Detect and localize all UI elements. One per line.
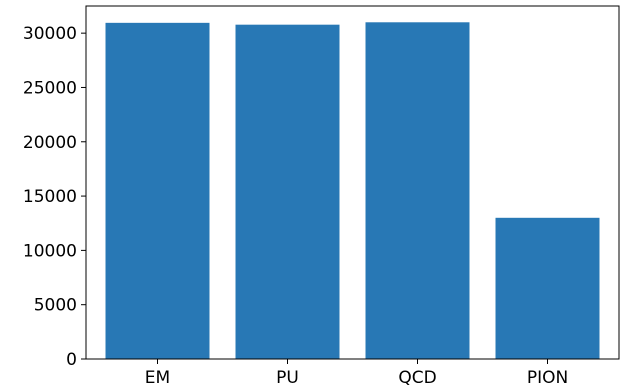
bar-pu [235, 24, 340, 360]
x-tick-label: EM [145, 368, 170, 388]
y-axis-ticks: 0 5000 10000 15000 20000 25000 30000 [23, 24, 86, 370]
y-tick-label: 10000 [23, 241, 77, 261]
y-tick-label: 30000 [23, 24, 77, 44]
bars-group [105, 22, 600, 360]
x-tick-label: PION [527, 368, 568, 388]
y-tick-label: 5000 [34, 296, 77, 316]
bar-em [105, 22, 210, 360]
y-tick-label: 20000 [23, 133, 77, 153]
bar-qcd [365, 22, 470, 359]
y-tick-label: 15000 [23, 187, 77, 207]
x-axis-ticks: EM PU QCD PION [145, 359, 568, 388]
bar-pion [495, 217, 600, 359]
y-tick-label: 0 [66, 350, 77, 370]
plot-frame [85, 5, 620, 360]
x-tick-label: QCD [398, 368, 436, 388]
x-tick-label: PU [276, 368, 299, 388]
y-tick-label: 25000 [23, 78, 77, 98]
